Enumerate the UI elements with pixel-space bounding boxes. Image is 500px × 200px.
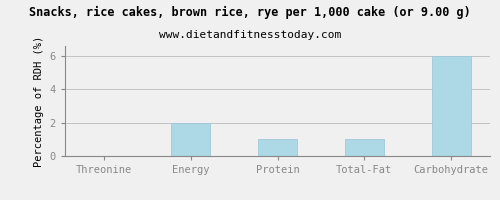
Bar (432, 56, 470, 156)
Y-axis label: Percentage of RDH (%): Percentage of RDH (%) (34, 35, 44, 167)
Bar (171, 123, 210, 156)
Text: www.dietandfitnesstoday.com: www.dietandfitnesstoday.com (159, 30, 341, 40)
Bar (345, 139, 384, 156)
Bar (258, 139, 297, 156)
Text: Snacks, rice cakes, brown rice, rye per 1,000 cake (or 9.00 g): Snacks, rice cakes, brown rice, rye per … (29, 6, 471, 19)
